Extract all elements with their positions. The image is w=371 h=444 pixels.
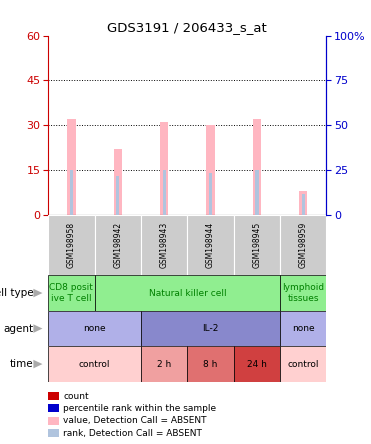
Text: none: none [83,324,106,333]
Text: lymphoid
tissues: lymphoid tissues [282,283,324,303]
Bar [209,174,212,215]
Text: GSM198943: GSM198943 [160,222,169,269]
Text: CD8 posit
ive T cell: CD8 posit ive T cell [49,283,93,303]
Bar [253,119,261,215]
Polygon shape [33,324,42,333]
Text: none: none [292,324,315,333]
Bar [280,346,326,382]
Bar [162,170,166,215]
Text: control: control [79,360,110,369]
Bar [48,215,95,275]
Text: 24 h: 24 h [247,360,267,369]
Bar [48,275,95,311]
Bar [255,170,259,215]
Bar [206,126,215,215]
Text: 8 h: 8 h [203,360,218,369]
Bar [95,275,280,311]
Text: percentile rank within the sample: percentile rank within the sample [63,404,216,413]
Bar [116,176,119,215]
Text: 2 h: 2 h [157,360,171,369]
Bar [48,311,141,346]
Text: Natural killer cell: Natural killer cell [148,289,226,297]
Polygon shape [33,360,42,369]
Text: IL-2: IL-2 [202,324,219,333]
Bar [187,346,234,382]
Text: value, Detection Call = ABSENT: value, Detection Call = ABSENT [63,416,207,425]
Title: GDS3191 / 206433_s_at: GDS3191 / 206433_s_at [108,21,267,34]
Text: agent: agent [3,324,33,333]
Polygon shape [33,289,42,297]
Bar [299,191,308,215]
Bar [280,275,326,311]
Bar [114,150,122,215]
Bar [280,215,326,275]
Bar [48,346,141,382]
Text: GSM198958: GSM198958 [67,222,76,268]
Text: rank, Detection Call = ABSENT: rank, Detection Call = ABSENT [63,429,202,438]
Bar [160,123,168,215]
Bar [70,170,73,215]
Bar [234,215,280,275]
Bar [141,215,187,275]
Bar [234,346,280,382]
Bar [95,215,141,275]
Text: count: count [63,392,89,400]
Text: control: control [288,360,319,369]
Bar [302,194,305,215]
Bar [67,119,76,215]
Text: GSM198959: GSM198959 [299,222,308,269]
Bar [141,311,280,346]
Text: GSM198945: GSM198945 [252,222,262,269]
Text: GSM198944: GSM198944 [206,222,215,269]
Bar [280,311,326,346]
Text: GSM198942: GSM198942 [113,222,122,268]
Bar [141,346,187,382]
Text: time: time [10,359,33,369]
Text: cell type: cell type [0,288,33,298]
Bar [187,215,234,275]
